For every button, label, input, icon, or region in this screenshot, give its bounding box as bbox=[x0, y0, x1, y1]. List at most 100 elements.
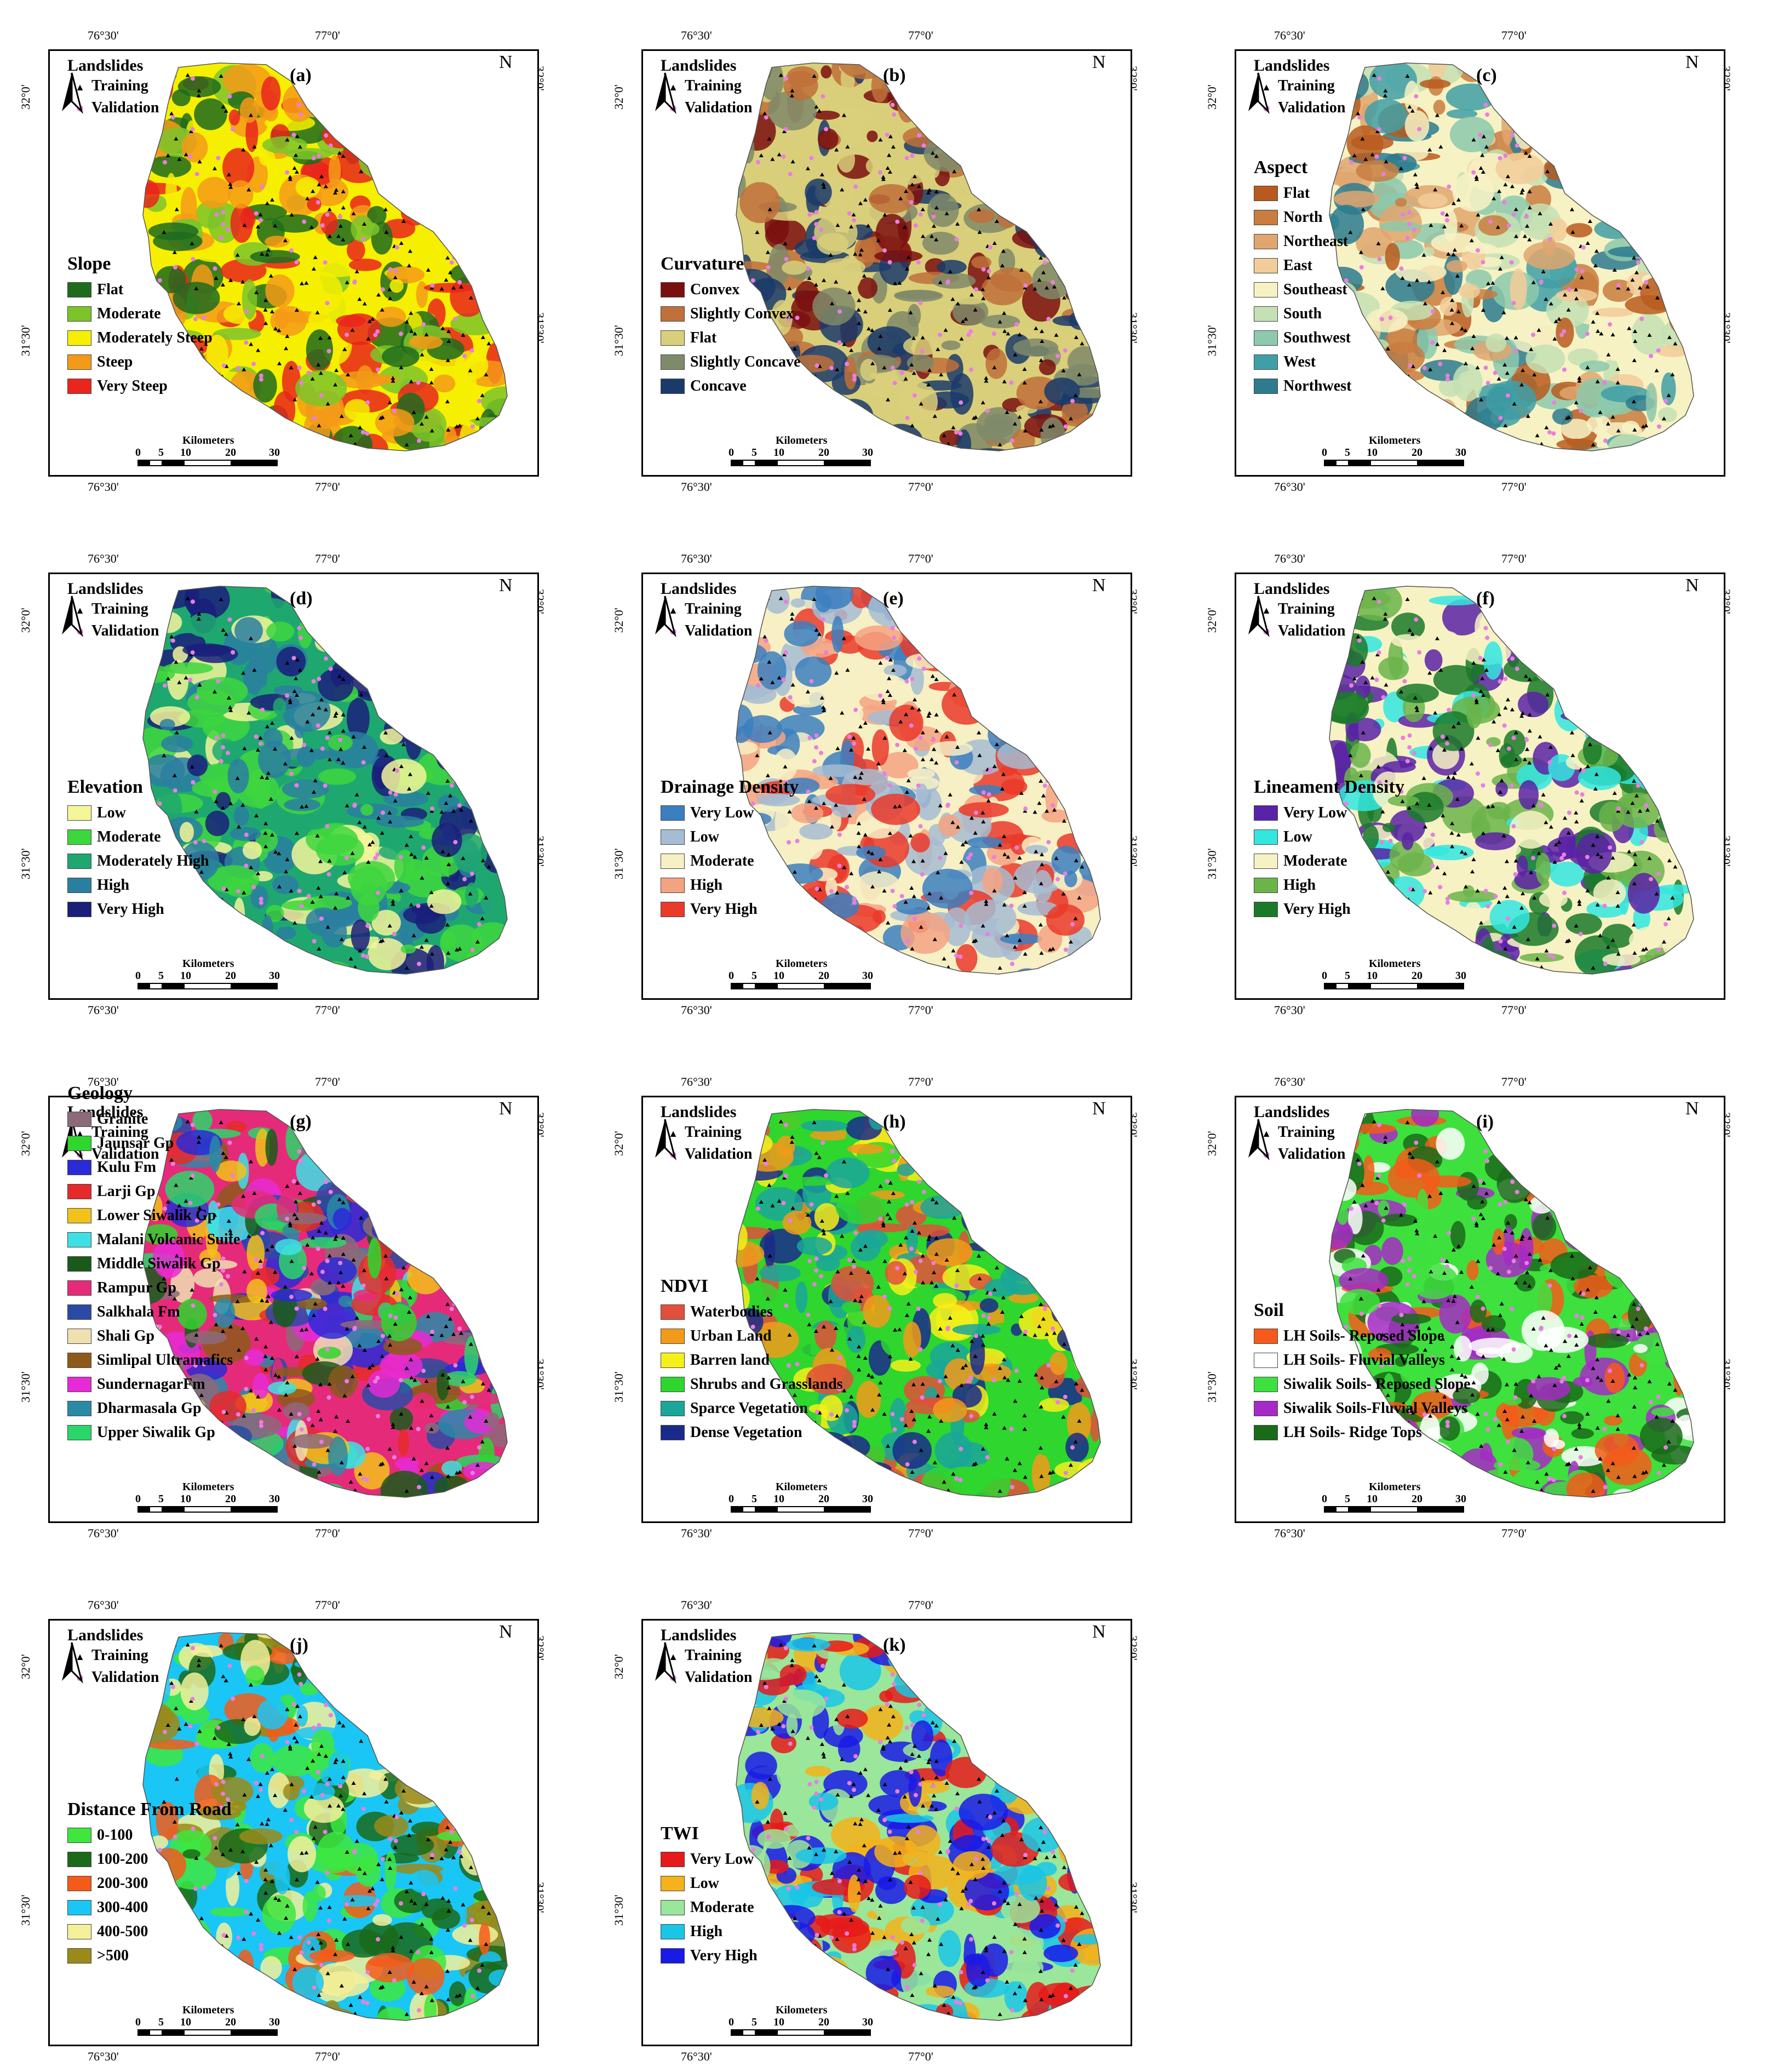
scale-bar: Kilometers 0 5 10 20 30 bbox=[135, 958, 280, 991]
legend-swatch bbox=[67, 878, 91, 893]
legend-rows: Very Low Low Moderate High Very High bbox=[661, 1847, 758, 1968]
class-legend: Elevation Low Moderate Moderately High High… bbox=[67, 777, 209, 921]
legend-label: Malani Volcanic Suite bbox=[97, 1231, 240, 1248]
training-triangle-icon: ▲ bbox=[1261, 605, 1271, 616]
scale-label: 0 bbox=[1322, 1493, 1327, 1505]
north-label: N bbox=[1092, 575, 1106, 596]
training-label: Training bbox=[685, 600, 742, 617]
training-label: Training bbox=[91, 77, 148, 94]
lon-tick-label: 76°30' bbox=[88, 2050, 119, 2063]
class-legend: Lineament Density Very Low Low Moderate Hig… bbox=[1254, 777, 1404, 921]
legend-title: Distance From Road bbox=[67, 1799, 232, 1819]
legend-row: South bbox=[1254, 302, 1351, 326]
legend-label: Low bbox=[690, 828, 719, 845]
legend-title: TWI bbox=[661, 1823, 699, 1844]
scale-label: 5 bbox=[752, 2016, 757, 2028]
legend-row: Southwest bbox=[1254, 326, 1351, 350]
scale-label: 20 bbox=[1412, 1493, 1422, 1505]
legend-swatch bbox=[67, 1353, 91, 1368]
legend-swatch bbox=[1254, 1353, 1278, 1368]
legend-rows: Waterbodies Urban Land Barren land Shrubs a… bbox=[661, 1300, 843, 1445]
legend-swatch bbox=[1254, 1401, 1278, 1416]
legend-swatch bbox=[661, 829, 685, 845]
lon-tick-label: 76°30' bbox=[88, 1598, 119, 1612]
scale-label: 10 bbox=[773, 447, 784, 459]
legend-row: High bbox=[661, 1920, 758, 1944]
scale-label: 5 bbox=[158, 447, 164, 459]
legend-label: Salkhala Fm bbox=[97, 1303, 180, 1320]
training-legend-item: ▲ Training bbox=[667, 1647, 742, 1664]
north-arrow-icon bbox=[62, 1642, 83, 1684]
north-label: N bbox=[499, 1622, 513, 1642]
scale-title: Kilometers bbox=[182, 958, 234, 970]
scale-label: 30 bbox=[1455, 447, 1466, 459]
lon-tick-label: 77°0' bbox=[908, 552, 933, 565]
legend-swatch bbox=[1254, 1425, 1278, 1440]
scale-bar-segments bbox=[1324, 983, 1464, 989]
legend-label: Siwalik Soils- Reposed Slope bbox=[1283, 1376, 1471, 1393]
scale-label: 30 bbox=[1455, 1493, 1466, 1505]
training-triangle-icon: ▲ bbox=[75, 605, 85, 616]
legend-title: Curvature bbox=[661, 254, 744, 274]
landslides-legend-title: Landslides bbox=[67, 1626, 144, 1644]
legend-label: Very Steep bbox=[97, 377, 168, 394]
scale-label: 0 bbox=[1322, 447, 1327, 459]
lat-tick-label: 32°0' bbox=[19, 608, 32, 633]
validation-label: Validation bbox=[91, 1669, 159, 1686]
legend-row: 0-100 bbox=[67, 1823, 232, 1847]
validation-label: Validation bbox=[685, 99, 753, 116]
scale-bar-segments bbox=[731, 2029, 871, 2036]
legend-swatch bbox=[67, 1425, 91, 1440]
map-frame: Landslides ▲Training ●Validation (b) N C… bbox=[641, 49, 1132, 477]
legend-swatch bbox=[67, 1329, 91, 1344]
map-frame: Landslides ▲ Training ●Validation (k) N T… bbox=[641, 1619, 1132, 2046]
lat-tick-label: 32°0' bbox=[19, 84, 32, 110]
panel-letter: (a) bbox=[290, 65, 312, 85]
map-panel-b: 76°30' 77°0' 76°30' 77°0' 32°0' 31°30' 3… bbox=[599, 16, 1186, 499]
legend-label: Southeast bbox=[1283, 281, 1347, 298]
map-frame: Landslides ▲Training ●Validation (g) N G… bbox=[48, 1083, 539, 1523]
scale-bar: Kilometers 0 5 10 20 30 bbox=[728, 2004, 873, 2037]
training-legend-item: ▲ Training bbox=[74, 600, 148, 618]
lat-tick-label: 32°0' bbox=[1205, 1131, 1219, 1156]
legend-row: West bbox=[1254, 350, 1351, 374]
map-panel-h: 76°30' 77°0' 76°30' 77°0' 32°0' 31°30' 3… bbox=[599, 1063, 1186, 1545]
legend-label: 200-300 bbox=[97, 1875, 148, 1892]
scale-title: Kilometers bbox=[182, 434, 234, 447]
lon-tick-label: 76°30' bbox=[88, 28, 119, 42]
legend-row: High bbox=[661, 873, 799, 897]
legend-swatch bbox=[1254, 878, 1278, 893]
legend-swatch bbox=[67, 354, 91, 370]
legend-label: Very Low bbox=[690, 1851, 754, 1868]
training-label: Training bbox=[1278, 1124, 1335, 1141]
legend-row: Flat bbox=[1254, 181, 1351, 205]
legend-rows: Very Low Low Moderate High Very High bbox=[661, 801, 799, 921]
legend-swatch bbox=[67, 1924, 91, 1939]
legend-label: 300-400 bbox=[97, 1899, 148, 1916]
lat-tick-label: 32°0' bbox=[1205, 608, 1219, 633]
legend-row: Salkhala Fm bbox=[67, 1300, 240, 1324]
legend-label: Moderate bbox=[690, 852, 754, 869]
legend-swatch bbox=[661, 878, 685, 893]
map-canvas bbox=[1329, 586, 1694, 975]
legend-swatch bbox=[67, 306, 91, 322]
scale-bar-segments bbox=[731, 460, 871, 466]
legend-swatch bbox=[1254, 902, 1278, 917]
scale-label: 30 bbox=[862, 2016, 873, 2028]
legend-row: Very High bbox=[1254, 897, 1404, 921]
class-legend: Distance From Road 0-100 100-200 200-300 30… bbox=[67, 1799, 232, 1968]
lon-tick-label: 76°30' bbox=[1274, 1075, 1305, 1089]
legend-swatch bbox=[67, 1304, 91, 1320]
lon-tick-label: 76°30' bbox=[1274, 28, 1305, 42]
validation-label: Validation bbox=[91, 1146, 159, 1163]
legend-swatch bbox=[661, 1401, 685, 1416]
north-arrow-icon bbox=[655, 1119, 676, 1160]
legend-row: Malani Volcanic Suite bbox=[67, 1228, 240, 1252]
legend-swatch bbox=[661, 1304, 685, 1320]
scale-label: 30 bbox=[862, 1493, 873, 1505]
scale-label: 30 bbox=[1455, 970, 1466, 982]
legend-row: Very Low bbox=[661, 1847, 758, 1871]
legend-rows: Granite Jaunsar Gp Kulu Fm Larji Gp Lower Si… bbox=[67, 1107, 240, 1445]
lon-tick-label: 76°30' bbox=[88, 552, 119, 565]
scale-labels: 0 5 10 20 30 bbox=[135, 1493, 280, 1505]
